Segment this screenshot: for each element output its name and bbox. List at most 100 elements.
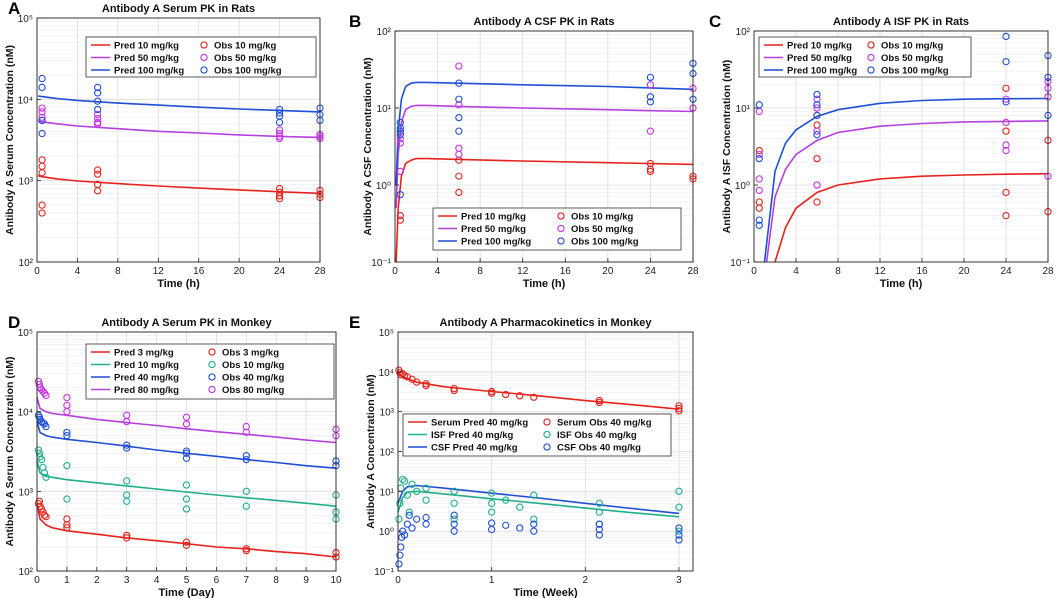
data-point	[646, 165, 655, 173]
data-point	[242, 452, 250, 460]
data-point	[93, 166, 102, 174]
data-point	[450, 520, 458, 528]
data-point	[813, 131, 821, 139]
data-point	[275, 132, 284, 141]
y-axis-label: Antibody A Concentration (nM)	[365, 374, 377, 528]
axes-box	[36, 17, 321, 263]
data-point	[123, 417, 131, 426]
data-point	[1002, 98, 1010, 106]
observation-group-2	[755, 32, 1052, 229]
data-point	[516, 392, 524, 400]
y-axis-label: Antibody A Serum Concentration (nM)	[4, 357, 16, 547]
x-tick-label: 8	[115, 266, 121, 277]
legend-marker-swatch	[543, 418, 551, 426]
legend-box	[402, 413, 672, 457]
x-tick-label: 3	[676, 575, 682, 586]
legend-marker-swatch	[208, 360, 216, 369]
x-tick-label: 16	[560, 266, 572, 277]
x-tick-label: 0	[392, 266, 398, 277]
data-point	[488, 525, 496, 534]
x-tick-label: 28	[314, 266, 326, 277]
data-point	[40, 511, 49, 519]
y-tick-label: 10¹	[377, 104, 392, 115]
data-point	[1002, 146, 1010, 155]
x-tick-label: 0	[395, 575, 401, 586]
data-point	[646, 98, 655, 106]
data-point	[1002, 127, 1010, 135]
legend-box	[758, 36, 972, 78]
legend-label: Obs 100 mg/kg	[214, 66, 282, 77]
data-point	[63, 495, 71, 503]
data-point	[813, 101, 821, 109]
legend-label: CSF Pred 40 mg/kg	[431, 443, 518, 454]
x-axis-label: Time (Week)	[513, 587, 578, 598]
x-tick-label: 4	[435, 266, 441, 277]
series-line-0	[395, 157, 694, 263]
data-point	[38, 108, 46, 116]
series-line-0	[37, 174, 321, 195]
x-tick-label: 4	[75, 266, 81, 277]
legend-label: Pred 50 mg/kg	[461, 224, 526, 235]
data-point	[63, 431, 71, 440]
data-point	[813, 127, 821, 135]
legend-label: Pred 10 mg/kg	[787, 41, 852, 52]
data-point	[755, 154, 763, 163]
x-tick-label: 8	[273, 575, 279, 586]
legend-marker-swatch	[557, 237, 565, 245]
y-tick-label: 10¹	[736, 104, 751, 115]
x-tick-label: 4	[154, 575, 160, 586]
data-point	[399, 475, 407, 483]
data-point	[502, 521, 510, 529]
data-point	[1002, 84, 1010, 92]
y-tick-label: 10⁻¹	[371, 258, 391, 269]
legend-marker-swatch	[867, 66, 875, 74]
data-point	[35, 449, 44, 457]
data-point	[813, 111, 821, 120]
data-point	[595, 525, 603, 534]
x-tick-label: 9	[303, 575, 309, 586]
data-point	[488, 499, 496, 507]
legend-label: Obs 50 mg/kg	[571, 224, 633, 235]
data-point	[400, 531, 409, 539]
data-point	[93, 114, 102, 123]
tick-marks	[36, 331, 337, 572]
data-point	[450, 515, 458, 523]
legend-label: Pred 10 mg/kg	[114, 41, 179, 52]
legend-label: Serum Obs 40 mg/kg	[557, 418, 652, 429]
y-tick-label: 10²	[19, 258, 34, 269]
data-point	[755, 221, 763, 229]
legend-marker-swatch	[208, 385, 216, 394]
data-point	[516, 503, 524, 511]
legend-label: Obs 100 mg/kg	[881, 66, 949, 77]
data-point	[675, 524, 683, 532]
data-point	[455, 62, 463, 70]
data-point	[242, 502, 250, 510]
data-point	[646, 127, 655, 135]
data-point	[38, 116, 46, 125]
data-point	[675, 402, 683, 410]
data-point	[63, 524, 71, 532]
legend-label: Obs 10 mg/kg	[881, 41, 943, 52]
observation-group-3	[34, 377, 340, 440]
data-point	[755, 204, 763, 212]
data-point	[93, 97, 102, 105]
x-tick-label: 6	[214, 575, 220, 586]
data-point	[182, 538, 191, 546]
panel-b: 0 4 8 12 16 20 24 28 10⁻¹ 10⁰ 10¹ 10² Antibody A CSF…	[349, 12, 699, 290]
data-point	[1002, 95, 1010, 103]
legend-marker-swatch	[200, 53, 208, 62]
data-point	[675, 503, 683, 511]
data-point	[450, 487, 458, 495]
series-line-1	[36, 460, 337, 507]
data-point	[35, 497, 44, 505]
data-point	[455, 172, 463, 180]
x-axis-label: Time (h)	[523, 278, 566, 290]
axes-box	[394, 30, 694, 263]
data-point	[242, 428, 250, 437]
legend-label: Obs 10 mg/kg	[222, 360, 284, 371]
data-point	[38, 74, 46, 83]
series-line-1	[395, 104, 694, 209]
data-point	[123, 444, 131, 452]
x-tick-label: 0	[751, 266, 757, 277]
